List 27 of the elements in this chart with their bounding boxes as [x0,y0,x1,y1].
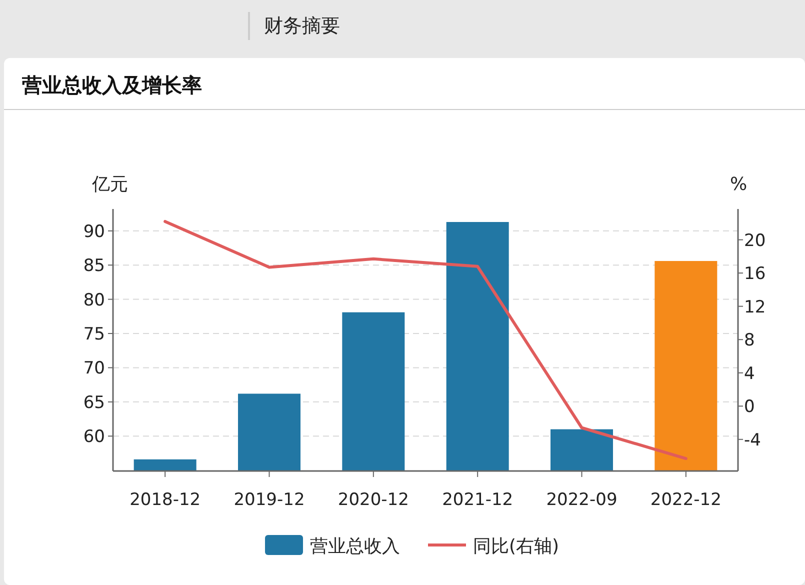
x-tick-label: 2021-12 [442,490,514,510]
y-tick-label: 90 [83,222,105,242]
text: 财务摘要 [248,12,340,40]
line-series [164,220,688,460]
y-tick-label: 60 [83,427,105,448]
x-tick-label: 2018-12 [130,490,201,510]
chart-title: 营业总收入及增长率 [22,72,202,99]
y-tick-label: 80 [83,290,105,310]
y2-tick-label: 4 [744,364,755,384]
y2-tick-label: 12 [744,297,766,318]
x-tick-label: 2020-12 [338,490,409,510]
y2-tick-label: 8 [744,330,755,351]
legend-label: 营业总收入 [310,536,400,557]
x-tick-label: 2019-12 [234,490,305,510]
x-tick-label: 2022-12 [650,490,722,510]
y2-tick-label: 16 [744,264,766,284]
x-tick-label: 2022-09 [546,490,618,510]
y-axis-title: 亿元 [91,174,128,195]
y2-tick-label: -4 [744,430,761,450]
y2-tick-label: 20 [744,230,766,251]
y-tick-label: 85 [83,256,105,276]
y-tick-label: 70 [83,358,105,379]
legend-label: 同比(右轴) [473,536,560,557]
y-tick-label: 75 [83,324,105,344]
y2-axis-title: % [730,174,748,195]
y-tick-label: 65 [83,392,105,413]
y2-tick-label: 0 [744,397,755,418]
